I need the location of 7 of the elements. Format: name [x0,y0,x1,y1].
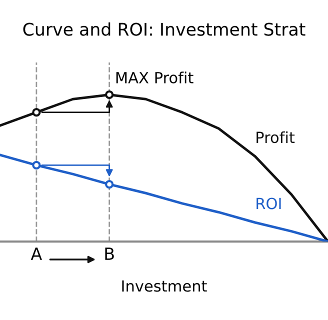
x-tick-label: B [105,248,114,260]
series-label: Profit [256,131,295,144]
x-tick-label: A [30,248,42,260]
chart-title: Curve and ROI: Investment Strat [23,22,306,36]
x-axis-title: Investment [122,280,207,292]
annotation: MAX Profit [116,72,194,84]
series-label: ROI [256,198,281,210]
